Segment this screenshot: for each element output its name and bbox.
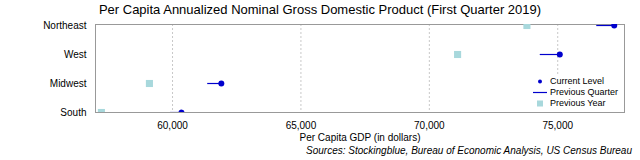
html-text:Previous Year: Previous Year <box>550 98 606 108</box>
html-text:Sources: Stockingblue, Bureau: Sources: Stockingblue, Bureau of Economi… <box>306 145 632 156</box>
html-text:Current Level: Current Level <box>550 76 604 86</box>
svg-text:Northeast: Northeast <box>43 20 87 31</box>
svg-text:Per Capita GDP (in dollars): Per Capita GDP (in dollars) <box>300 132 421 143</box>
svg-text:Midwest: Midwest <box>50 78 87 89</box>
html-text:Per Capita Annualized Nominal: Per Capita Annualized Nominal Gross Dome… <box>98 2 542 17</box>
svg-text:South: South <box>60 107 86 118</box>
svg-text:75,000: 75,000 <box>542 120 573 131</box>
html-text:Previous Quarter: Previous Quarter <box>550 87 618 97</box>
svg-text:70,000: 70,000 <box>414 120 445 131</box>
svg-text:65,000: 65,000 <box>286 120 317 131</box>
svg-text:West: West <box>64 49 87 60</box>
svg-text:60,000: 60,000 <box>157 120 188 131</box>
